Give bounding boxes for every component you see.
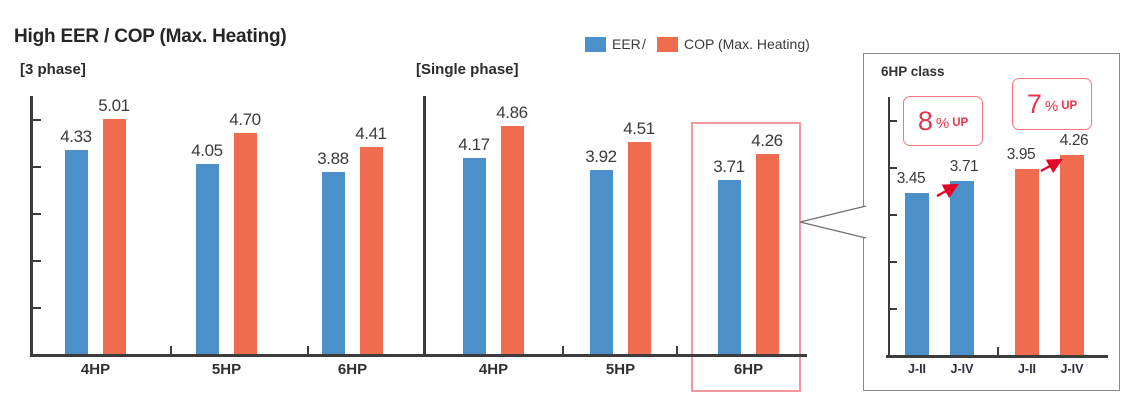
y-axis-tick	[33, 260, 41, 262]
y-axis-tick	[33, 213, 41, 215]
category-label: 4HP	[80, 361, 111, 378]
bar-3phase-6hp-cop	[360, 146, 383, 354]
inset-y-axis-tick	[890, 214, 897, 216]
panel-title-single-phase: [Single phase]	[416, 61, 519, 78]
value-label: 4.33	[60, 127, 92, 147]
value-label: 4.51	[623, 119, 655, 139]
bar-single-phase-6hp-eer	[718, 179, 741, 354]
value-label: 3.71	[713, 156, 745, 176]
bar-3phase-5hp-eer	[196, 163, 219, 354]
x-axis-tick	[562, 346, 564, 354]
inset-bar-j-ii-cop	[1015, 169, 1039, 355]
cop-increase-badge: 7 % UP	[1012, 78, 1092, 130]
inset-y-axis	[888, 97, 890, 357]
bar-3phase-6hp-eer	[322, 171, 345, 354]
inset-value-label: 3.45	[896, 169, 926, 187]
inset-category-label: J-II	[1017, 362, 1037, 376]
x-axis-tick	[307, 346, 309, 354]
percent-symbol: %	[935, 114, 950, 132]
inset-y-axis-tick	[890, 261, 897, 263]
inset-y-axis-tick	[890, 167, 897, 169]
bar-3phase-4hp-cop	[103, 118, 126, 354]
percent-symbol: %	[1044, 97, 1059, 115]
legend-separator: /	[642, 36, 646, 52]
value-label: 4.26	[751, 130, 783, 150]
value-label: 4.41	[355, 123, 387, 143]
y-axis-tick	[33, 307, 41, 309]
bar-single-phase-4hp-eer	[463, 158, 486, 354]
legend-eer-label: EER	[612, 36, 641, 52]
inset-bar-j-ii-eer	[905, 192, 929, 355]
y-axis-3phase	[30, 96, 33, 354]
inset-category-label: J-IV	[1060, 362, 1084, 376]
percent-value: 7	[1026, 88, 1042, 119]
value-label: 4.17	[458, 135, 490, 154]
inset-bar-j-iv-eer	[950, 180, 974, 355]
y-axis-tick	[33, 119, 41, 121]
value-label: 3.92	[585, 146, 617, 166]
page-title: High EER / COP (Max. Heating)	[14, 26, 287, 47]
percent-suffix: UP	[952, 116, 969, 129]
legend-cop-label: COP (Max. Heating)	[684, 36, 810, 52]
category-label: 4HP	[478, 361, 509, 378]
callout-wedge	[799, 205, 867, 239]
category-label: 6HP	[337, 361, 368, 378]
legend-cop-swatch	[657, 37, 678, 52]
value-label: 5.01	[98, 95, 130, 115]
value-label: 4.86	[496, 102, 528, 122]
inset-y-axis-tick	[890, 308, 897, 310]
increase-arrow-eer-icon	[936, 183, 959, 199]
bar-single-phase-6hp-cop	[756, 153, 779, 354]
increase-arrow-cop-icon	[1040, 158, 1063, 174]
panel-title-3phase: [3 phase]	[20, 61, 86, 78]
legend-eer-swatch	[585, 37, 606, 52]
value-label: 3.88	[317, 148, 349, 168]
value-label: 4.05	[191, 140, 223, 160]
category-label: 6HP	[733, 361, 764, 378]
x-axis-baseline	[30, 354, 807, 357]
category-label: 5HP	[605, 361, 636, 378]
highlight-rect-6hp	[691, 122, 801, 392]
inset-x-axis	[886, 355, 1108, 358]
x-axis-tick	[170, 346, 172, 354]
bar-3phase-5hp-cop	[234, 133, 257, 354]
y-axis-tick	[33, 166, 41, 168]
inset-value-label: 4.26	[1059, 131, 1089, 149]
inset-y-axis-tick	[890, 120, 897, 122]
y-axis-single-phase	[423, 96, 426, 354]
category-label: 5HP	[211, 361, 242, 378]
x-axis-tick	[676, 346, 678, 354]
eer-increase-badge: 8 % UP	[903, 96, 983, 146]
bar-single-phase-4hp-cop	[501, 125, 524, 354]
inset-bar-j-iv-cop	[1060, 154, 1084, 355]
inset-title: 6HP class	[881, 64, 945, 79]
inset-category-label: J-IV	[950, 362, 974, 376]
bar-single-phase-5hp-eer	[590, 169, 613, 354]
inset-x-axis-tick	[997, 347, 999, 355]
inset-category-label: J-II	[907, 362, 927, 376]
percent-suffix: UP	[1061, 99, 1078, 112]
percent-value: 8	[917, 105, 933, 136]
bar-3phase-4hp-eer	[65, 150, 88, 354]
value-label: 4.70	[229, 110, 261, 130]
bar-single-phase-5hp-cop	[628, 142, 651, 354]
inset-value-label: 3.95	[1006, 146, 1036, 164]
inset-value-label: 3.71	[949, 157, 979, 175]
